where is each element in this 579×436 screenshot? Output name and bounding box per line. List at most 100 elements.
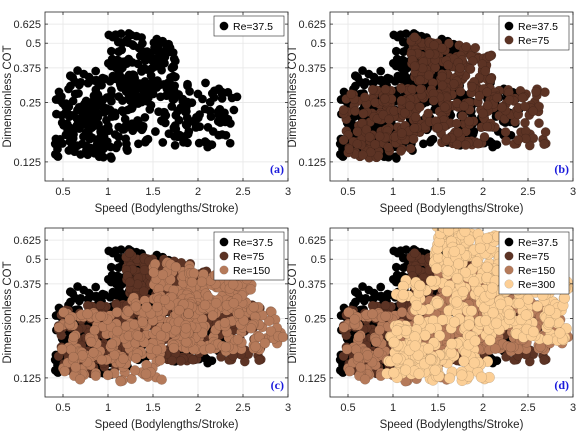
data-point — [118, 353, 129, 364]
data-point — [160, 111, 170, 121]
data-point — [139, 50, 149, 60]
data-point — [221, 130, 231, 140]
data-point — [405, 101, 415, 111]
data-point — [165, 47, 175, 57]
x-tick-label: 2.5 — [235, 402, 250, 414]
legend-entry: Re=150 — [233, 265, 270, 277]
data-point — [207, 310, 218, 321]
data-point — [175, 356, 186, 366]
data-point — [485, 51, 495, 62]
x-tick-label: 3 — [285, 402, 291, 414]
y-tick-label: 0.375 — [13, 279, 41, 291]
data-point — [126, 89, 136, 99]
data-point — [132, 330, 144, 341]
data-point — [106, 46, 116, 56]
data-point — [109, 349, 120, 361]
data-point — [182, 113, 192, 123]
data-point — [467, 81, 477, 92]
data-point — [106, 338, 118, 350]
data-point — [89, 324, 100, 336]
data-point — [350, 106, 360, 116]
data-point — [352, 139, 363, 150]
data-point — [471, 256, 483, 268]
data-point — [106, 142, 116, 152]
data-point — [86, 143, 96, 153]
data-point — [210, 298, 222, 309]
data-point — [125, 123, 135, 133]
data-point — [466, 305, 478, 317]
data-point — [158, 137, 168, 147]
data-point — [451, 272, 463, 284]
data-point — [139, 63, 149, 73]
data-point — [370, 139, 380, 150]
data-point — [361, 77, 371, 87]
data-point — [423, 108, 434, 119]
data-point — [496, 102, 507, 113]
x-axis-label: Speed (Bodylengths/Stroke) — [380, 203, 524, 215]
data-point — [108, 32, 118, 42]
data-point — [218, 116, 228, 126]
data-point — [152, 54, 162, 64]
legend-marker — [219, 21, 229, 31]
data-point — [459, 101, 469, 112]
data-point — [446, 338, 458, 350]
data-point — [227, 93, 237, 103]
data-point — [195, 122, 205, 132]
data-point — [484, 334, 496, 346]
data-point — [150, 127, 160, 137]
data-point — [478, 108, 488, 119]
data-point — [504, 95, 515, 105]
data-point — [139, 93, 149, 103]
data-point — [254, 355, 264, 366]
data-point — [391, 262, 401, 272]
data-point — [341, 344, 353, 355]
data-point — [437, 80, 448, 91]
data-point — [139, 265, 150, 275]
data-point — [409, 248, 420, 258]
data-point — [168, 62, 178, 72]
data-point — [391, 46, 401, 56]
data-point — [205, 106, 215, 116]
y-tick-label: 0.375 — [13, 63, 41, 75]
data-point — [451, 296, 463, 308]
data-point — [168, 342, 180, 354]
data-point — [277, 331, 288, 343]
scatter-points — [50, 28, 242, 163]
data-point — [157, 269, 168, 280]
data-point — [54, 87, 64, 97]
data-point — [116, 60, 126, 70]
data-point — [50, 149, 60, 159]
legend-entry: Re=37.5 — [518, 21, 558, 33]
y-tick-label: 0.5 — [311, 38, 326, 50]
data-point — [68, 351, 79, 363]
data-point — [93, 138, 103, 148]
data-point — [65, 287, 75, 297]
data-point — [376, 282, 386, 292]
data-point — [441, 285, 453, 297]
data-point — [77, 350, 88, 361]
data-point — [396, 146, 406, 156]
data-point — [99, 131, 109, 141]
data-point — [203, 122, 213, 132]
data-point — [161, 322, 172, 333]
legend: Re=37.5Re=75 — [498, 15, 570, 51]
data-point — [131, 31, 141, 41]
data-point — [443, 60, 453, 71]
data-point — [167, 101, 177, 111]
data-point — [358, 282, 368, 292]
data-point — [373, 151, 384, 161]
data-point — [399, 108, 410, 118]
data-point — [335, 149, 345, 159]
data-point — [98, 103, 108, 113]
data-point — [373, 347, 384, 358]
legend-box — [498, 15, 570, 51]
data-point — [352, 126, 363, 137]
data-point — [485, 74, 496, 85]
data-point — [196, 276, 208, 287]
data-point — [429, 40, 439, 51]
data-point — [474, 242, 486, 254]
y-tick-label: 0.125 — [13, 373, 41, 385]
data-point — [439, 102, 450, 113]
data-point — [74, 374, 86, 385]
data-point — [71, 89, 81, 99]
